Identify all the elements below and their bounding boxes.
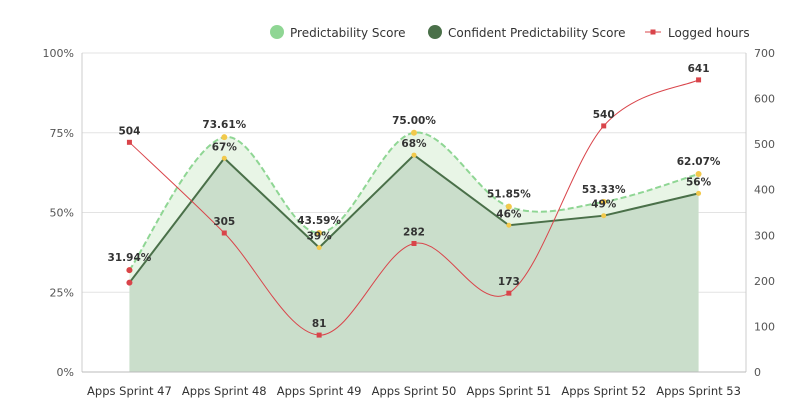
area-layer: [129, 132, 699, 372]
y-right-tick-label: 500: [754, 138, 775, 151]
logged-hours-label: 641: [688, 63, 710, 75]
predictability-score-label: 62.07%: [677, 156, 721, 168]
legend-swatch-logged-hours-marker: [650, 29, 656, 35]
x-tick-label: Apps Sprint 52: [561, 384, 646, 398]
y-right-tick-label: 400: [754, 184, 775, 197]
predictability-score-label: 75.00%: [392, 115, 436, 127]
predictability-score-label: 31.94%: [108, 252, 152, 264]
logged-hours-point: [696, 77, 702, 83]
x-tick-label: Apps Sprint 48: [182, 384, 267, 398]
y-right-tick-label: 0: [754, 366, 761, 379]
y-right-tick-label: 200: [754, 275, 775, 288]
confident-predictability-label: 67%: [212, 141, 238, 153]
y-right-tick-label: 300: [754, 229, 775, 242]
predictability-score-label: 73.61%: [202, 119, 246, 131]
confident-predictability-label: 39%: [307, 231, 333, 243]
x-tick-label: Apps Sprint 47: [87, 384, 172, 398]
predictability-score-label: 53.33%: [582, 184, 626, 196]
logged-hours-label: 282: [403, 226, 425, 238]
confident-predictability-point: [316, 245, 322, 251]
legend-swatch-predictability-score: [270, 25, 284, 39]
x-tick-label: Apps Sprint 53: [656, 384, 741, 398]
y-left-tick-label: 25%: [50, 286, 74, 299]
predictability-score-label: 51.85%: [487, 189, 531, 201]
y-left-tick-label: 50%: [50, 207, 74, 220]
confident-predictability-label: 46%: [496, 208, 522, 220]
legend-label-logged-hours: Logged hours: [668, 26, 750, 40]
confident-predictability-point: [411, 152, 417, 158]
x-tick-label: Apps Sprint 51: [466, 384, 551, 398]
data-label-layer: 31.94% 73.61% 43.59% 75.00% 51.85% 53.33% 62.0…: [108, 63, 721, 330]
y-right-tick-label: 700: [754, 47, 775, 60]
predictability-score-point: [221, 134, 228, 141]
legend-label-predictability-score: Predictability Score: [290, 26, 406, 40]
predictability-score-point: [505, 203, 512, 210]
predictability-score-point: [600, 198, 607, 205]
confident-predictability-point: [601, 213, 607, 219]
y-left-tick-label: 75%: [50, 127, 74, 140]
x-tick-label: Apps Sprint 49: [277, 384, 362, 398]
legend-swatch-confident-predictability: [428, 25, 442, 39]
logged-hours-point: [126, 139, 132, 145]
y-right-tick-label: 100: [754, 320, 775, 333]
x-tick-label: Apps Sprint 50: [372, 384, 457, 398]
logged-hours-label: 504: [118, 125, 140, 137]
predictability-score-point: [695, 170, 702, 177]
confident-predictability-label: 56%: [686, 176, 712, 188]
legend: Predictability Score Confident Predictabi…: [270, 25, 750, 40]
legend-label-confident-predictability: Confident Predictability Score: [448, 26, 626, 40]
predictability-score-point: [316, 229, 323, 236]
confident-predictability-point: [506, 222, 512, 228]
confident-predictability-label: 68%: [401, 138, 427, 150]
y-right-tick-label: 600: [754, 93, 775, 106]
logged-hours-point: [506, 290, 512, 296]
confident-predictability-area: [129, 155, 699, 372]
confident-predictability-label: 49%: [591, 199, 617, 211]
logged-hours-point: [601, 123, 607, 129]
predictability-score-point: [126, 267, 133, 274]
logged-hours-label: 540: [593, 109, 615, 121]
y-left-tick-label: 100%: [43, 47, 74, 60]
predictability-score-point: [411, 129, 417, 136]
logged-hours-point: [411, 240, 417, 246]
logged-hours-label: 305: [213, 216, 235, 228]
axes: 0% 25% 50% 75% 100% 0 100 200 300 400 500 600 700 App…: [43, 47, 775, 398]
y-left-tick-label: 0%: [57, 366, 74, 379]
marker-layer: [126, 77, 702, 338]
logged-hours-label: 81: [312, 318, 327, 330]
logged-hours-point: [221, 230, 227, 236]
predictability-score-label: 43.59%: [297, 215, 341, 227]
logged-hours-label: 173: [498, 276, 520, 288]
confident-predictability-point: [126, 279, 133, 286]
logged-hours-point: [316, 332, 322, 338]
confident-predictability-point: [696, 190, 702, 196]
confident-predictability-point: [221, 155, 227, 161]
